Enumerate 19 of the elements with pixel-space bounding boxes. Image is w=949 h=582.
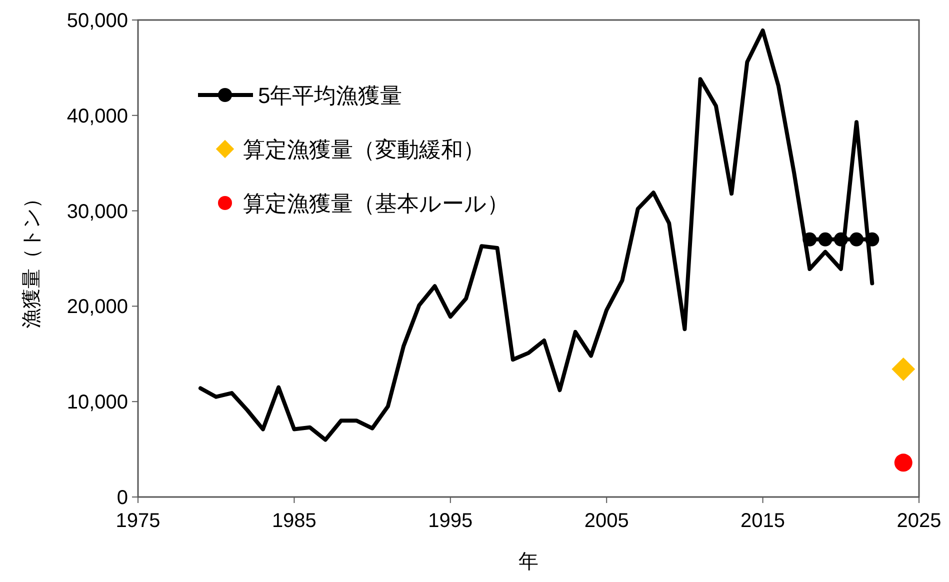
x-tick-label: 1975 <box>116 510 160 532</box>
x-tick-label: 2005 <box>584 510 629 532</box>
legend-label: 算定漁獲量（変動緩和） <box>243 137 485 162</box>
x-tick-label: 2025 <box>896 510 942 532</box>
x-tick-label: 1985 <box>272 510 316 532</box>
y-tick-label: 20,000 <box>66 296 128 318</box>
legend-label: 算定漁獲量（基本ルール） <box>243 191 509 216</box>
y-axis-title: 漁獲量（トン） <box>21 188 43 328</box>
point <box>894 454 912 472</box>
legend-label: 5年平均漁獲量 <box>258 83 402 108</box>
y-tick-label: 30,000 <box>66 200 128 223</box>
x-axis-title: 年 <box>518 551 538 573</box>
y-tick-label: 10,000 <box>66 392 128 414</box>
x-tick-label: 2015 <box>740 510 786 532</box>
y-tick-label: 0 <box>116 487 128 509</box>
x-tick-label: 1995 <box>428 510 473 532</box>
y-tick-label: 40,000 <box>66 105 128 128</box>
point <box>892 357 916 381</box>
y-tick-label: 50,000 <box>66 10 128 32</box>
